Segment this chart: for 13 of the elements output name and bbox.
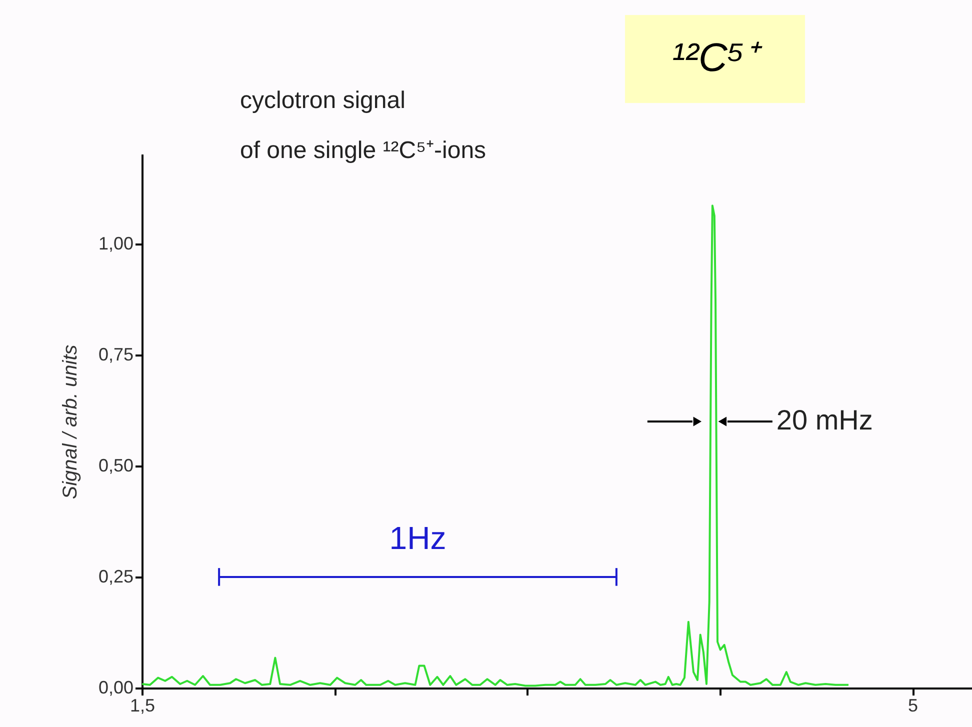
x-tick-label: 5 bbox=[908, 696, 918, 716]
y-tick-label: 0,25 bbox=[98, 566, 134, 586]
y-tick-label: 0,50 bbox=[98, 455, 134, 476]
y-tick-label: 0,75 bbox=[98, 344, 134, 364]
chart-subtitle: of one single ¹²C⁵⁺-ions bbox=[240, 137, 486, 164]
annotation: 20 mHz bbox=[776, 404, 873, 436]
text: ¹²C⁵⁺ bbox=[672, 36, 764, 80]
y-tick-label: 0,00 bbox=[98, 678, 134, 698]
x-tick-label: 1,5 bbox=[130, 696, 156, 716]
y-axis-title: Signal / arb. units bbox=[59, 344, 82, 500]
series-label: 1Hz bbox=[389, 520, 446, 556]
chart-title: cyclotron signal bbox=[240, 87, 406, 114]
y-tick-label: 1,00 bbox=[98, 233, 134, 254]
